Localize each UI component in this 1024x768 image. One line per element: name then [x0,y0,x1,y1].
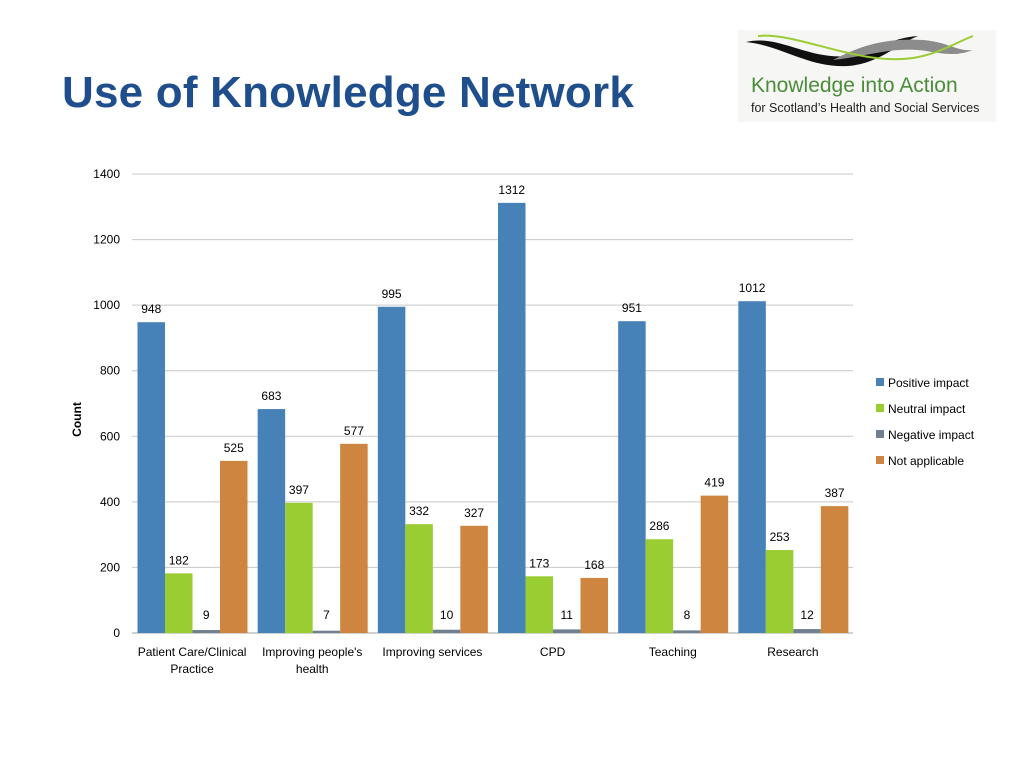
y-tick-label: 1400 [93,167,120,181]
data-label: 397 [289,483,309,497]
bar [673,630,701,633]
legend-label: Neutral impact [888,402,966,416]
bar [580,577,608,633]
bar [738,301,766,633]
y-tick-label: 800 [100,364,120,378]
y-tick-label: 0 [113,626,120,640]
x-tick-label: Teaching [649,645,697,659]
legend-label: Not applicable [888,454,964,468]
legend-swatch [876,430,884,438]
data-label: 419 [704,476,724,490]
data-label: 951 [622,301,642,315]
data-label: 253 [770,530,790,544]
bar [765,550,794,633]
x-tick-label: health [296,662,329,676]
logo-text-secondary: for Scotland’s Health and Social Service… [751,101,980,115]
y-tick-label: 1200 [93,233,120,247]
legend-label: Positive impact [888,376,969,390]
bar [220,460,248,633]
y-axis-label: Count [70,402,84,437]
y-tick-label: 200 [100,560,120,574]
data-label: 525 [224,441,244,455]
logo: Knowledge into Action for Scotland’s Hea… [738,30,996,122]
legend-swatch [876,378,884,386]
bar [405,524,433,633]
bar [377,306,406,633]
logo-swoosh-grey [833,39,973,60]
logo-swoosh-green [757,34,974,61]
logo-text-primary: Knowledge into Action [751,74,958,97]
x-tick-label: Practice [170,662,214,676]
x-tick-label: Improving people's [262,645,362,659]
bar [165,573,193,633]
data-label: 387 [825,486,845,500]
bar [645,539,674,633]
data-label: 9 [203,608,210,622]
logo-swoosh-graphic [746,34,974,67]
data-label: 8 [684,608,691,622]
bar [192,630,220,633]
bar [793,629,821,633]
x-tick-label: CPD [540,645,566,659]
data-label: 1312 [498,183,525,197]
data-label: 182 [169,553,189,567]
y-tick-label: 600 [100,429,120,443]
data-label: 683 [261,389,281,403]
x-tick-label: Research [767,645,818,659]
data-label: 173 [529,556,549,570]
bar [700,495,729,633]
bar [498,202,526,633]
bar [137,322,165,633]
slide-title: Use of Knowledge Network [62,68,634,117]
data-label: 11 [561,608,574,622]
bar [340,443,368,633]
bar [460,525,488,633]
y-tick-label: 400 [100,495,120,509]
bar [553,629,581,633]
data-label: 995 [382,287,402,301]
legend-swatch [876,404,884,412]
bar [525,576,553,633]
x-tick-label: Improving services [382,645,482,659]
data-label: 327 [464,506,484,520]
data-label: 948 [141,302,161,316]
legend-swatch [876,456,884,464]
data-label: 332 [409,504,429,518]
data-label: 168 [584,558,604,572]
legend-label: Negative impact [888,428,975,442]
bar [312,630,341,633]
bar [618,321,646,633]
data-label: 286 [649,519,669,533]
data-label: 1012 [739,281,766,295]
bar [257,409,286,633]
y-tick-label: 1000 [93,298,120,312]
data-label: 12 [800,608,814,622]
data-label: 577 [344,424,364,438]
data-label: 7 [323,608,330,622]
bar [432,629,461,633]
bar [285,502,313,633]
data-label: 10 [440,608,454,622]
bar [820,506,849,633]
x-tick-label: Patient Care/Clinical [138,645,247,659]
